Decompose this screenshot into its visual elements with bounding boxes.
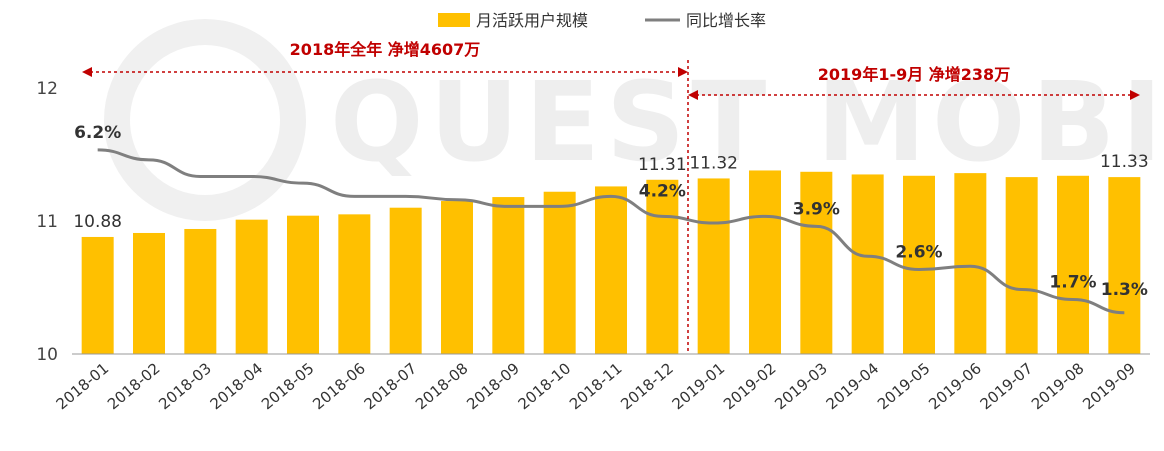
bar-value-label: 10.88 [73,212,122,232]
data-labels: 10.88 11.31 11.32 11.33 6.2% 4.2% 3.9% 2.6% 1.7%… [73,123,1148,300]
growth-rate-label: 2.6% [895,243,942,263]
bar-value-label: 11.31 [638,155,687,175]
legend-bar-swatch [438,13,470,27]
bar [235,219,268,354]
arrow-right-icon [678,67,688,77]
x-axis: 2018-012018-022018-032018-042018-052018-… [53,359,1139,413]
x-tick-label: 2018-10 [515,359,575,413]
bar [1057,175,1089,354]
x-tick-label: 2018-12 [617,359,677,413]
bar [697,178,730,354]
x-tick-label: 2018-01 [53,359,113,413]
x-tick-label: 2019-05 [874,359,934,413]
x-tick-label: 2018-08 [412,359,472,413]
bar [389,207,422,354]
bar [851,174,884,354]
bar [1108,177,1141,354]
bar [646,179,679,354]
watermark: QUEST MOBILE [104,19,1164,221]
bars [81,170,1141,354]
bar [133,232,165,354]
x-tick-label: 2019-04 [823,359,883,413]
x-tick-label: 2019-06 [925,359,985,413]
bar [954,173,987,354]
annotations: 2018年全年 净增4607万 2019年1-9月 净增238万 [82,40,1140,354]
x-tick-label: 2018-04 [207,359,267,413]
bar [184,228,217,354]
bar [903,175,935,354]
x-tick-label: 2018-11 [566,359,626,413]
legend-line-label: 同比增长率 [686,11,766,30]
growth-rate-label: 3.9% [793,199,840,219]
watermark-text: QUEST MOBILE [330,58,1164,186]
y-tick-label: 10 [36,345,58,365]
growth-line [97,148,1125,315]
y-tick-label: 12 [36,79,58,99]
x-tick-label: 2018-02 [104,359,164,413]
x-tick-label: 2019-03 [771,359,831,413]
x-tick-label: 2018-07 [361,359,421,413]
arrow-left-icon [82,67,92,77]
legend: 月活跃用户规模 同比增长率 [438,11,766,30]
growth-line-path [97,148,1125,315]
x-tick-label: 2018-05 [258,359,318,413]
x-tick-label: 2019-09 [1079,359,1139,413]
bar [338,214,371,354]
arrow-left-icon [688,90,698,100]
x-tick-label: 2019-07 [977,359,1037,413]
period-annotation-label: 2019年1-9月 净增238万 [818,65,1010,84]
bar-value-label: 11.32 [689,153,738,173]
bar [492,197,525,354]
bar [800,171,833,354]
legend-bar-label: 月活跃用户规模 [476,11,588,30]
x-tick-label: 2019-01 [669,359,729,413]
bar [287,215,319,354]
bar [81,236,114,354]
bar [749,170,781,354]
growth-rate-label: 6.2% [74,123,121,143]
y-tick-label: 11 [36,212,58,232]
growth-rate-label: 4.2% [639,181,686,201]
period-annotation-label: 2018年全年 净增4607万 [290,40,481,59]
bar [441,201,473,354]
growth-rate-label: 1.7% [1049,272,1096,292]
x-tick-label: 2019-02 [720,359,780,413]
y-axis: 10 11 12 [36,79,58,365]
x-tick-label: 2018-09 [463,359,523,413]
bar-value-label: 11.33 [1100,152,1149,172]
x-tick-label: 2019-08 [1028,359,1088,413]
bar [1005,177,1038,354]
x-tick-label: 2018-06 [309,359,369,413]
watermark-logo-icon [104,19,306,221]
arrow-right-icon [1130,90,1140,100]
bar [543,191,576,354]
x-tick-label: 2018-03 [155,359,215,413]
growth-rate-label: 1.3% [1101,280,1148,300]
bar [595,186,627,354]
